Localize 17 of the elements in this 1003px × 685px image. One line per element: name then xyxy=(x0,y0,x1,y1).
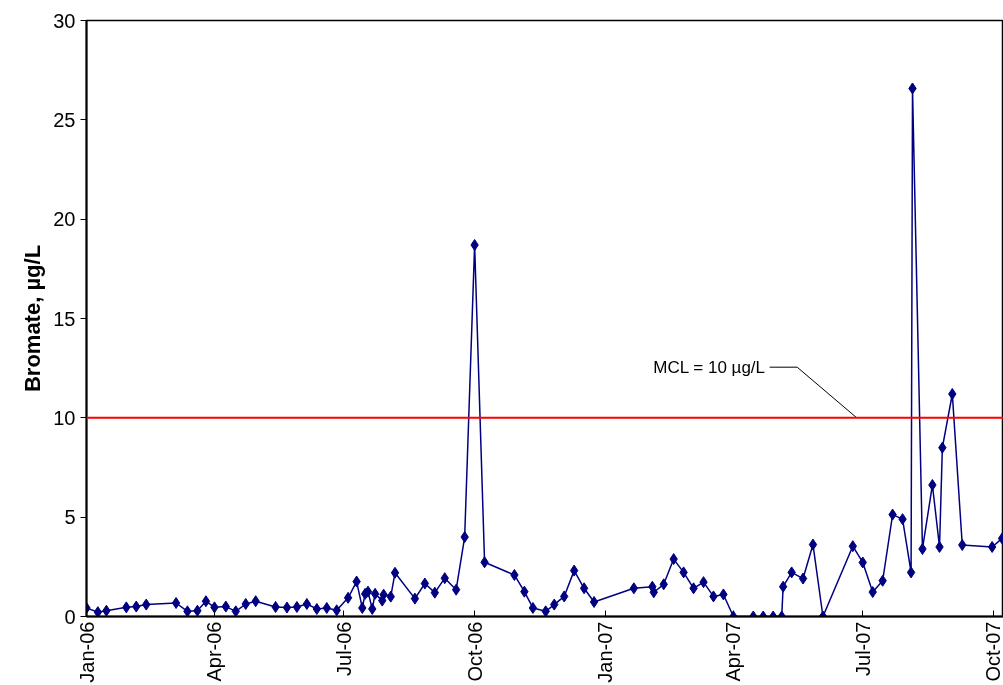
y-tick-label: 5 xyxy=(64,506,76,529)
y-tick-label: 30 xyxy=(53,9,76,32)
x-tick-label: Jul-07 xyxy=(851,621,874,676)
x-tick-label: Oct-06 xyxy=(463,621,486,682)
x-tick-label: Oct-07 xyxy=(981,621,1003,682)
x-tick-label: Jan-06 xyxy=(75,621,98,683)
x-tick-label: Apr-06 xyxy=(203,621,226,682)
y-tick-label: 25 xyxy=(53,108,76,131)
y-tick-label: 0 xyxy=(64,605,76,628)
x-tick-label: Apr-07 xyxy=(722,621,745,682)
y-tick-label: 15 xyxy=(53,307,76,330)
x-tick-label: Jul-06 xyxy=(332,621,355,676)
y-tick-label: 10 xyxy=(53,406,76,429)
ref-line-label: MCL = 10 µg/L xyxy=(653,357,766,377)
y-axis-title: Bromate, µg/L xyxy=(20,244,46,393)
x-tick-label: Jan-07 xyxy=(594,621,617,683)
y-tick-label: 20 xyxy=(53,208,76,231)
